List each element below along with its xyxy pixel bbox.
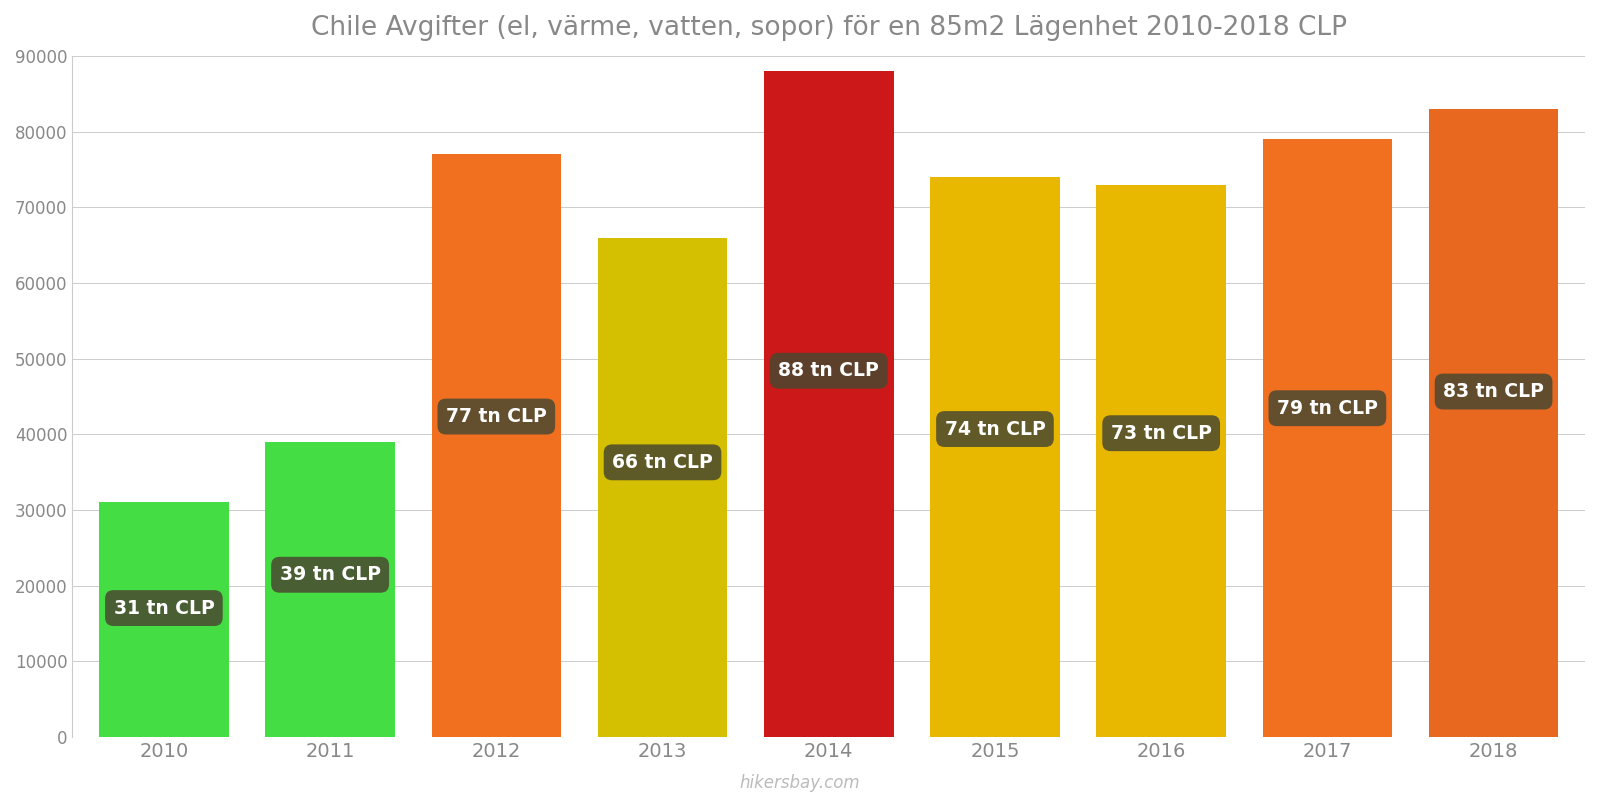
Bar [763,71,893,737]
Bar [930,177,1059,737]
Text: 66 tn CLP: 66 tn CLP [613,453,714,472]
Text: 79 tn CLP: 79 tn CLP [1277,398,1378,418]
Text: 73 tn CLP: 73 tn CLP [1110,424,1211,442]
Title: Chile Avgifter (el, värme, vatten, sopor) för en 85m2 Lägenhet 2010-2018 CLP: Chile Avgifter (el, värme, vatten, sopor… [310,15,1347,41]
Text: 39 tn CLP: 39 tn CLP [280,566,381,584]
Bar [266,442,395,737]
Bar [1429,109,1558,737]
Text: hikersbay.com: hikersbay.com [739,774,861,792]
Bar [1096,185,1226,737]
Bar [99,502,229,737]
Bar [1262,139,1392,737]
Text: 74 tn CLP: 74 tn CLP [944,419,1045,438]
Text: 77 tn CLP: 77 tn CLP [446,407,547,426]
Bar [598,238,728,737]
Bar [432,154,562,737]
Text: 88 tn CLP: 88 tn CLP [778,362,878,380]
Text: 31 tn CLP: 31 tn CLP [114,598,214,618]
Text: 83 tn CLP: 83 tn CLP [1443,382,1544,401]
